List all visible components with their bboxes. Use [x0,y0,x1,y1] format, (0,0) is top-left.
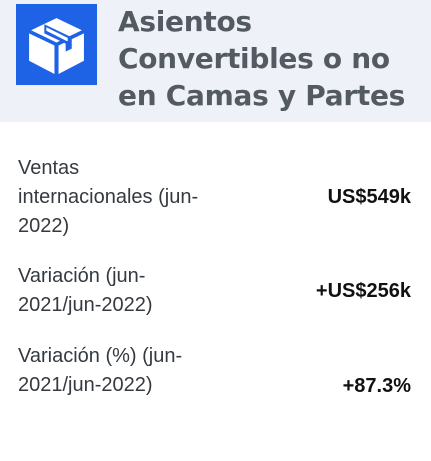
box-icon [16,4,97,85]
stat-label: Variación (jun-2021/jun-2022) [18,265,153,316]
stat-value: +87.3% [342,375,411,397]
page-title: Asientos Convertibles o no en Camas y Pa… [118,5,406,112]
stat-label: Ventas internacionales (jun-2022) [18,157,199,237]
stat-value: +US$256k [315,280,411,302]
header: Asientos Convertibles o no en Camas y Pa… [0,0,431,122]
stat-label: Variación (%) (jun-2021/jun-2022) [18,345,183,396]
box-icon-glyph [29,18,84,74]
stat-value: US$549k [327,186,411,208]
